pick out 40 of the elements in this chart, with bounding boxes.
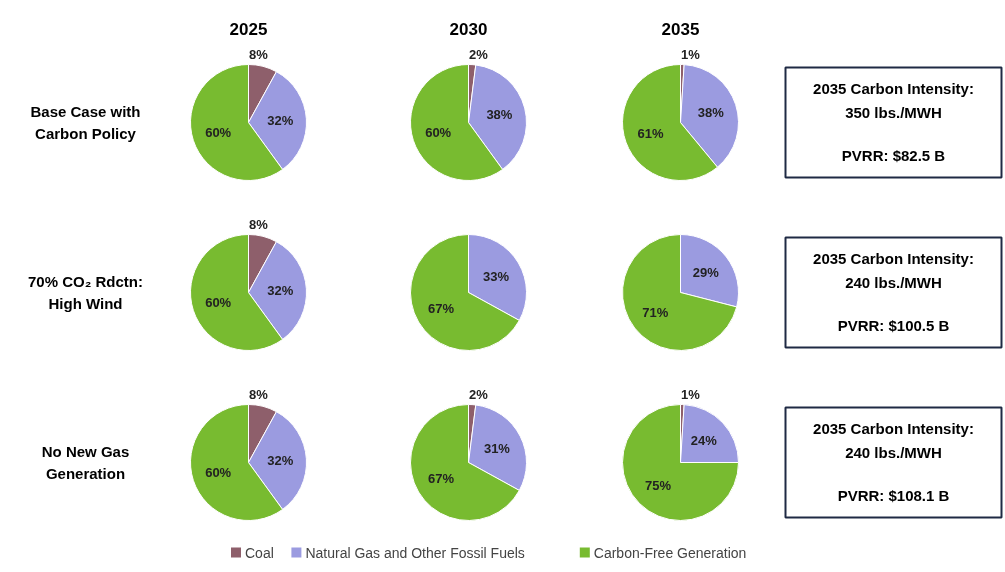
data-label: 75% — [644, 477, 672, 493]
chart-title: 2025 — [229, 19, 268, 39]
data-label: 31% — [483, 440, 511, 456]
data-label: 29% — [692, 265, 720, 281]
text: 70% CO₂ Rdctn: High Wind — [27, 272, 144, 313]
data-label: 8% — [249, 217, 269, 232]
text: PVRR: $100.5 B — [837, 317, 950, 334]
data-label: 61% — [637, 125, 664, 141]
legend-label: Coal — [245, 544, 274, 561]
data-label: 38% — [486, 107, 513, 123]
data-label: 24% — [690, 433, 718, 449]
data-label: 1% — [681, 387, 701, 402]
data-label: 71% — [642, 304, 669, 320]
text: No New Gas Generation — [41, 442, 130, 483]
data-label: 60% — [205, 294, 232, 310]
legend-label: Carbon-Free Generation — [593, 544, 747, 561]
data-label: 32% — [267, 453, 294, 468]
text: PVRR: $82.5 B — [841, 147, 946, 164]
data-label: 32% — [267, 113, 294, 128]
data-label: 67% — [428, 471, 455, 487]
text: 2035 Carbon Intensity: 240 lbs./MWH — [813, 250, 974, 291]
data-label: 67% — [428, 301, 455, 317]
text: Base Case with Carbon Policy — [30, 102, 141, 143]
data-label: 60% — [205, 464, 232, 480]
text: 2035 Carbon Intensity: 240 lbs./MWH — [813, 420, 974, 461]
text: PVRR: $108.1 B — [837, 487, 950, 504]
text: 2035 Carbon Intensity: 350 lbs./MWH — [813, 80, 974, 121]
data-label: 1% — [681, 47, 701, 62]
chart-title: 2035 — [661, 19, 700, 39]
data-label: 2% — [469, 387, 489, 402]
legend-label: Natural Gas and Other Fossil Fuels — [305, 544, 525, 561]
data-label: 8% — [249, 387, 269, 402]
data-label: 60% — [205, 124, 232, 140]
data-label: 32% — [267, 283, 294, 298]
data-label: 8% — [249, 47, 269, 62]
data-label: 33% — [482, 268, 510, 284]
data-label: 38% — [697, 105, 725, 121]
data-label: 60% — [425, 124, 452, 140]
chart-title: 2030 — [449, 19, 488, 39]
data-label: 2% — [469, 47, 489, 62]
